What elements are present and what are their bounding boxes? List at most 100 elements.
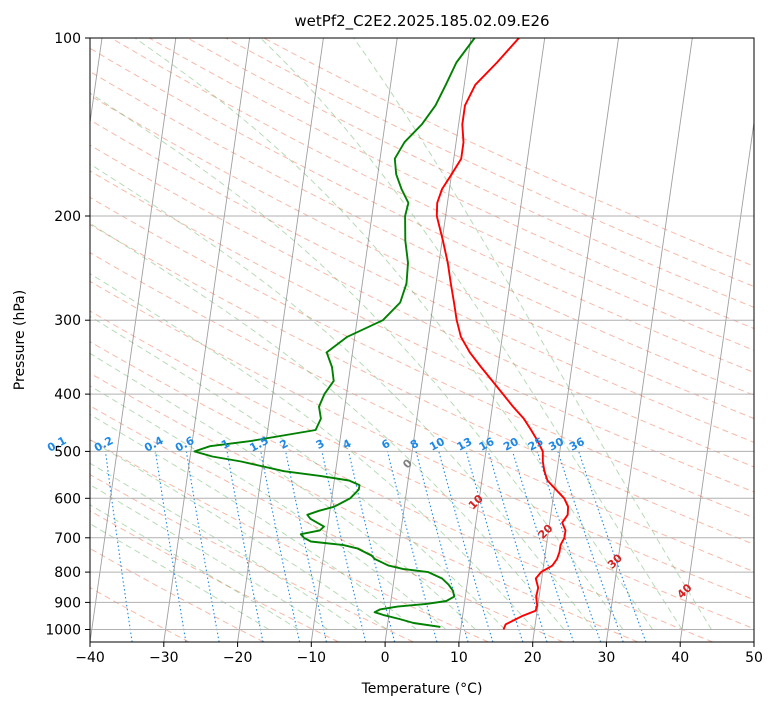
moist-adiabat: [260, 38, 683, 630]
mixing-ratio-line: [260, 451, 301, 642]
mixing-ratio-line: [415, 451, 469, 642]
dry-adiabat: [90, 119, 754, 443]
x-axis-label: Temperature (°C): [361, 681, 483, 697]
x-tick-label: 0: [381, 650, 390, 666]
x-tick-label: 30: [597, 650, 615, 666]
mixing-ratio-line: [321, 451, 367, 642]
mixing-ratio-line: [154, 451, 187, 642]
dry-adiabat: [225, 38, 754, 288]
dry-adiabat: [90, 372, 638, 642]
dry-adiabat: [90, 170, 754, 493]
background-lines: [90, 38, 754, 642]
isotherm: [90, 38, 177, 642]
moist-adiabat: [90, 92, 624, 630]
grid: [90, 38, 754, 630]
moist-adiabat: [90, 163, 594, 630]
x-tick-label: −40: [75, 650, 105, 666]
dry-adiabat: [90, 144, 754, 468]
dry-adiabat: [110, 38, 754, 351]
mixing-ratio-line: [285, 451, 327, 642]
isotherm: [90, 38, 103, 126]
moist-adiabat: [90, 484, 329, 630]
y-tick-label: 700: [54, 531, 81, 547]
moist-adiabat: [90, 272, 535, 630]
isotherm: [163, 38, 251, 642]
y-tick-label: 900: [54, 595, 81, 611]
moist-adiabat: [353, 38, 712, 630]
moist-adiabat: [90, 523, 270, 630]
y-tick-label: 300: [54, 313, 81, 329]
axis-ticks: −40 −30 −20 −10 0 10 20 30 40 50 100 200 300 400 500 60…: [45, 31, 763, 666]
moist-adiabat: [90, 504, 299, 630]
y-tick-label: 600: [54, 491, 81, 507]
mixing-ratio-line: [386, 451, 438, 642]
mixing-ratio-label: 30: [546, 435, 566, 454]
x-tick-label: −30: [149, 650, 179, 666]
isotherm: [605, 38, 693, 642]
x-tick-label: 10: [450, 650, 468, 666]
isotherm: [532, 38, 619, 642]
dry-adiabat: [90, 94, 754, 420]
mixing-ratio-line: [348, 451, 396, 642]
mixing-ratio-label: 13: [455, 435, 475, 454]
dry-adiabat: [148, 38, 754, 330]
mixing-ratio-line: [438, 451, 494, 642]
mixing-ratio-line: [557, 451, 624, 642]
x-tick-label: 20: [524, 650, 542, 666]
moist-adiabat: [90, 462, 358, 630]
mixing-ratio-line: [185, 451, 220, 642]
mixing-ratio-label: 16: [477, 435, 497, 454]
y-tick-label: 800: [54, 565, 81, 581]
mixing-ratio-line: [487, 451, 548, 642]
mixing-ratio-label: 3: [314, 437, 327, 452]
profiles: [193, 38, 570, 630]
dry-adiabat: [187, 38, 754, 308]
isotherm: [679, 119, 754, 642]
chart-title: wetPf2_C2E2.2025.185.02.09.E26: [294, 12, 549, 31]
dewpoint-profile: [193, 38, 476, 628]
dry-adiabat: [90, 510, 339, 642]
mixing-ratio-label: 10: [427, 435, 447, 454]
dry-adiabat: [90, 310, 754, 630]
moist-adiabat: [90, 315, 506, 630]
y-tick-label: 200: [54, 209, 81, 225]
dry-adiabat: [90, 547, 265, 642]
moist-adiabat: [90, 413, 417, 630]
dry-adiabat: [90, 252, 754, 573]
x-tick-label: 40: [671, 650, 689, 666]
dry-adiabat: [90, 280, 754, 601]
x-tick-label: 50: [745, 650, 763, 666]
y-axis-label: Pressure (hPa): [12, 290, 28, 390]
dry-adiabat: [90, 71, 754, 396]
temperature-profile: [435, 38, 570, 630]
mixing-ratio-label: 4: [341, 437, 354, 452]
y-tick-label: 500: [54, 444, 81, 460]
moist-adiabat: [90, 222, 565, 630]
x-tick-label: −20: [223, 650, 253, 666]
mixing-ratio-label: 36: [567, 435, 587, 454]
moist-adiabat: [90, 439, 388, 630]
mixing-ratio-label: 20: [501, 435, 521, 454]
dry-adiabat: [90, 405, 564, 642]
moist-adiabat: [134, 38, 653, 630]
y-tick-label: 400: [54, 387, 81, 403]
isotherm-label: 20: [536, 521, 556, 541]
mixing-ratio-label: 25: [526, 435, 546, 454]
isotherm: [753, 638, 754, 642]
x-tick-label: −10: [297, 650, 327, 666]
isotherm: [237, 38, 324, 642]
dry-adiabat: [90, 196, 754, 519]
dry-adiabat: [90, 223, 754, 545]
y-tick-label: 100: [54, 31, 81, 47]
isotherm: [310, 38, 398, 642]
mixing-ratio-line: [578, 451, 647, 642]
isotherm-label: 10: [466, 492, 486, 512]
isotherm: [384, 38, 472, 642]
dry-adiabat: [263, 38, 754, 267]
mixing-ratio-label: 6: [379, 437, 392, 452]
mixing-ratio-line: [512, 451, 575, 642]
dry-adiabat: [90, 341, 713, 642]
plot-frame: [89, 37, 755, 643]
y-tick-label: 1000: [45, 623, 81, 639]
